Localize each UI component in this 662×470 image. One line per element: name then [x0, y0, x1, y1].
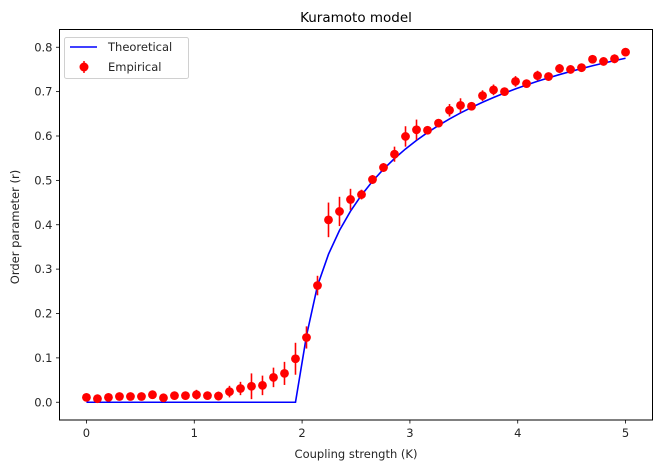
empirical-point: [511, 77, 520, 86]
empirical-point: [137, 392, 146, 401]
empirical-point: [203, 391, 212, 400]
x-tick-label: 0: [83, 426, 90, 440]
x-tick-label: 3: [406, 426, 413, 440]
empirical-point: [104, 392, 113, 402]
legend: Theoretical Empirical: [64, 37, 189, 79]
empirical-point: [478, 91, 487, 101]
empirical-point: [247, 381, 256, 391]
empirical-point: [555, 64, 564, 73]
empirical-point: [159, 393, 168, 403]
empirical-point: [577, 63, 586, 73]
legend-theoretical-label: Theoretical: [107, 40, 172, 54]
y-tick-label: 0.3: [34, 262, 52, 276]
y-tick-label: 0.7: [34, 85, 52, 99]
x-axis-label: Coupling strength (K): [295, 447, 418, 461]
empirical-point: [390, 149, 399, 159]
empirical-point: [544, 72, 553, 81]
empirical-point: [467, 101, 476, 111]
y-axis: 0.0 0.1 0.2 0.3 0.4 0.5 0.6 0.7 0.8: [34, 40, 60, 409]
y-tick-label: 0.2: [34, 307, 52, 321]
empirical-point: [313, 281, 322, 290]
empirical-point: [335, 207, 344, 216]
chart-title: Kuramoto model: [300, 10, 412, 26]
empirical-point: [412, 125, 421, 135]
x-axis: 0 1 2 3 4 5: [83, 420, 629, 440]
empirical-point: [368, 175, 377, 184]
y-tick-label: 0.8: [34, 40, 52, 54]
empirical-point: [115, 392, 124, 401]
x-tick-label: 1: [191, 426, 198, 440]
legend-empirical-label: Empirical: [108, 60, 161, 74]
empirical-point: [225, 387, 234, 396]
empirical-point: [82, 392, 91, 402]
empirical-point: [434, 118, 443, 128]
y-tick-label: 0.4: [34, 218, 52, 232]
empirical-point: [423, 125, 432, 135]
legend-empirical-marker-icon: [79, 62, 89, 72]
x-tick-label: 4: [514, 426, 521, 440]
theoretical-line: [86, 57, 626, 404]
empirical-point: [445, 105, 454, 115]
y-axis-label: Order parameter (r): [8, 170, 22, 284]
empirical-point: [93, 394, 102, 404]
y-tick-label: 0.6: [34, 129, 52, 143]
empirical-point: [379, 163, 388, 172]
empirical-point: [148, 390, 157, 400]
empirical-point: [566, 65, 575, 74]
empirical-point: [401, 132, 410, 141]
empirical-point: [170, 391, 179, 400]
empirical-point: [214, 391, 223, 401]
empirical-point: [489, 85, 498, 95]
empirical-point: [126, 392, 135, 401]
empirical-point: [280, 369, 289, 378]
empirical-point: [599, 57, 608, 66]
empirical-point: [621, 47, 630, 57]
empirical-point: [236, 384, 245, 393]
y-tick-label: 0.0: [34, 395, 52, 409]
empirical-point: [500, 87, 509, 97]
empirical-point: [192, 390, 201, 400]
empirical-point: [302, 333, 311, 342]
y-tick-label: 0.5: [34, 173, 52, 187]
empirical-point: [291, 354, 300, 364]
x-tick-label: 5: [622, 426, 629, 440]
empirical-point: [324, 215, 333, 225]
empirical-point: [346, 195, 355, 204]
empirical-point: [357, 190, 366, 199]
axes-frame: [59, 29, 653, 421]
empirical-point: [181, 391, 190, 400]
y-tick-label: 0.1: [34, 351, 52, 365]
empirical-point: [456, 100, 465, 110]
empirical-point: [588, 54, 597, 64]
x-tick-label: 2: [298, 426, 305, 440]
empirical-point: [533, 71, 542, 81]
empirical-point: [258, 380, 267, 390]
empirical-point: [610, 54, 619, 64]
empirical-point: [522, 79, 531, 89]
empirical-point: [269, 373, 278, 382]
plot-area: [82, 47, 630, 404]
